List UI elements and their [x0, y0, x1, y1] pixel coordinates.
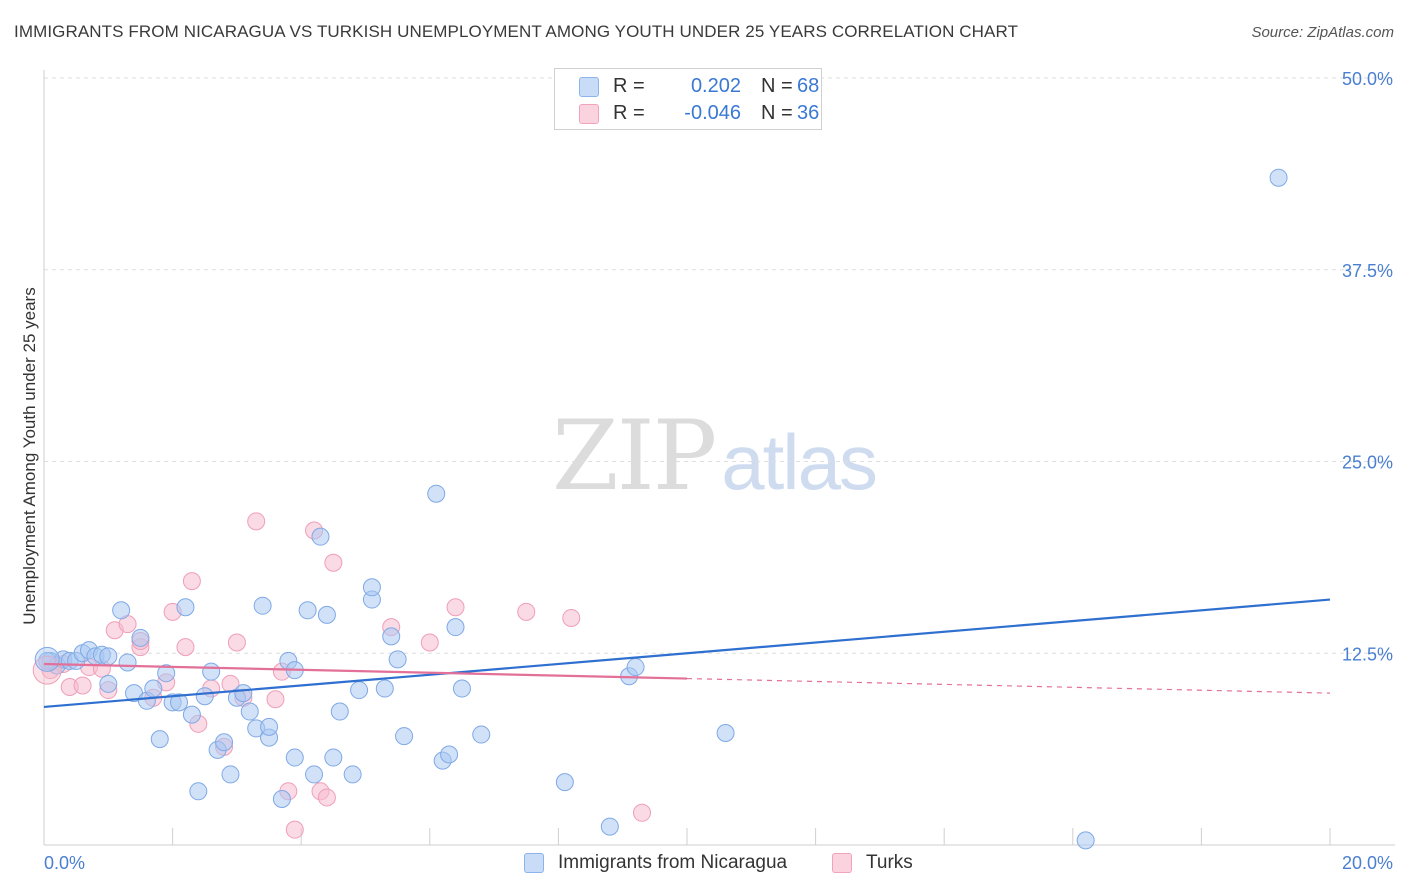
turks-point — [73, 676, 92, 695]
nicaragua-point — [452, 679, 471, 698]
legend-swatch-pink — [832, 853, 852, 873]
nicaragua-point — [427, 484, 446, 503]
nicaragua-point — [215, 733, 234, 752]
nicaragua-point — [1269, 168, 1288, 187]
nicaragua-point — [99, 674, 118, 693]
nicaragua-point — [388, 650, 407, 669]
nicaragua-point — [260, 717, 279, 736]
nicaragua-point — [150, 730, 169, 749]
legend-swatch-pink — [579, 104, 599, 124]
nicaragua-point — [195, 687, 214, 706]
legend-n-value: 36 — [797, 102, 820, 124]
nicaragua-point — [189, 782, 208, 801]
nicaragua-trend-line — [43, 598, 1331, 709]
nicaragua-point — [131, 628, 150, 647]
nicaragua-point — [395, 727, 414, 746]
nicaragua-point — [375, 679, 394, 698]
turks-point — [324, 553, 343, 572]
nicaragua-point — [317, 605, 336, 624]
nicaragua-point — [330, 702, 349, 721]
y-tick-label: 25.0% — [1342, 453, 1393, 473]
nicaragua-point — [350, 681, 369, 700]
nicaragua-point — [600, 817, 619, 836]
nicaragua-point — [626, 658, 645, 677]
turks-point — [182, 572, 201, 591]
watermark: ZIPatlas — [552, 400, 878, 512]
nicaragua-point — [362, 578, 381, 597]
nicaragua-point — [716, 724, 735, 743]
turks-point — [317, 788, 336, 807]
turks-point — [285, 820, 304, 839]
nicaragua-point — [305, 765, 324, 784]
nicaragua-point — [472, 725, 491, 744]
x-tick-label: 20.0% — [1342, 853, 1393, 873]
legend-n-value: 68 — [797, 75, 820, 97]
nicaragua-point — [298, 601, 317, 620]
nicaragua-point — [221, 765, 240, 784]
legend-r-value: 0.202 — [690, 75, 741, 97]
nicaragua-point — [112, 601, 131, 620]
legend-swatch-blue — [524, 853, 544, 873]
nicaragua-point — [446, 618, 465, 637]
correlation-legend: R = 0.202 N = 68 R = -0.046 N = 36 — [554, 68, 822, 130]
nicaragua-point — [343, 765, 362, 784]
nicaragua-point — [157, 664, 176, 683]
y-tick-label: 12.5% — [1342, 644, 1393, 664]
turks-point — [266, 690, 285, 709]
nicaragua-point — [272, 789, 291, 808]
legend-swatch-blue — [579, 77, 599, 97]
nicaragua-point — [555, 773, 574, 792]
nicaragua-point — [440, 745, 459, 764]
turks-trend-line-dashed — [686, 677, 1331, 694]
y-tick-label: 50.0% — [1342, 69, 1393, 89]
legend-r-value: -0.046 — [684, 102, 741, 124]
nicaragua-point — [324, 748, 343, 767]
turks-trend-line — [43, 662, 688, 680]
nicaragua-point — [253, 596, 272, 615]
legend-n-label: N = — [761, 75, 793, 97]
turks-point — [632, 803, 651, 822]
nicaragua-point — [1076, 831, 1095, 850]
turks-point — [420, 633, 439, 652]
nicaragua-point — [34, 646, 60, 672]
watermark-zip: ZIP — [552, 400, 717, 512]
legend-r-label: R = — [613, 75, 645, 97]
nicaragua-point — [170, 693, 189, 712]
turks-point — [227, 633, 246, 652]
nicaragua-point — [240, 702, 259, 721]
legend-n-label: N = — [761, 102, 793, 124]
nicaragua-point — [382, 627, 401, 646]
nicaragua-point — [182, 705, 201, 724]
turks-point — [517, 602, 536, 621]
nicaragua-point — [202, 662, 221, 681]
turks-point — [176, 638, 195, 657]
nicaragua-point — [118, 653, 137, 672]
nicaragua-point — [311, 527, 330, 546]
legend-label: Immigrants from Nicaragua — [558, 852, 788, 873]
y-tick-label: 37.5% — [1342, 261, 1393, 281]
legend-r-label: R = — [613, 102, 645, 124]
chart-title: IMMIGRANTS FROM NICARAGUA VS TURKISH UNE… — [14, 22, 1019, 41]
nicaragua-point — [285, 748, 304, 767]
turks-point — [247, 512, 266, 531]
legend-label: Turks — [866, 852, 913, 873]
nicaragua-point — [176, 598, 195, 617]
x-tick-label: 0.0% — [44, 853, 85, 873]
source-label: Source: ZipAtlas.com — [1251, 24, 1394, 41]
turks-point — [446, 598, 465, 617]
nicaragua-point — [144, 679, 163, 698]
nicaragua-point — [99, 647, 118, 666]
turks-point — [562, 608, 581, 627]
nicaragua-point — [234, 684, 253, 703]
